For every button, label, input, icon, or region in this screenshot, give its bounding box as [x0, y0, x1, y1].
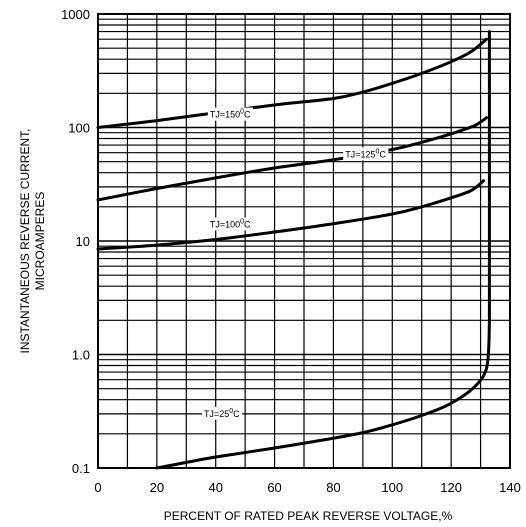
series-line-0 — [96, 37, 488, 129]
y-tick-label: 100 — [68, 121, 90, 136]
x-tick-label: 140 — [499, 480, 521, 495]
y-axis-title-line-2: MICROAMPERES — [33, 192, 47, 291]
series-label-superscript: 0 — [240, 109, 244, 116]
y-tick-label: 1000 — [61, 7, 90, 22]
series-label-unit: C — [233, 409, 240, 419]
series-label-superscript: 0 — [229, 408, 233, 415]
series-label-main: TJ=25 — [204, 409, 229, 419]
series-label-text: TJ=1250C — [345, 148, 386, 159]
series-label-3: TJ=250C — [201, 406, 243, 420]
series-label-1: TJ=1250C — [343, 147, 389, 161]
y-tick-labels: 0.1 1.0 10 100 1000 — [61, 7, 90, 476]
series-line-3 — [155, 30, 492, 470]
y-tick-label: 1.0 — [72, 348, 90, 363]
series-label-text: TJ=1000C — [210, 218, 251, 229]
series-label-0: TJ=1500C — [207, 107, 254, 121]
series-label-superscript: 0 — [240, 218, 244, 225]
series-label-bg — [201, 406, 243, 420]
y-axis-title-line-1: INSTANTANEOUS REVERSE CURRENT, — [18, 129, 32, 354]
series-label-bg — [343, 147, 389, 161]
x-axis-title: PERCENT OF RATED PEAK REVERSE VOLTAGE,% — [164, 509, 453, 523]
series-label-bg — [207, 217, 254, 231]
series-label-superscript: 0 — [375, 148, 379, 155]
series-label-main: TJ=125 — [345, 149, 375, 159]
plot-frame — [97, 13, 511, 469]
x-tick-label: 60 — [267, 480, 281, 495]
x-tick-label: 20 — [150, 480, 164, 495]
y-tick-label: 10 — [76, 234, 90, 249]
series-label-text: TJ=1500C — [210, 109, 251, 120]
y-tick-label: 0.1 — [72, 461, 90, 476]
series-line-2 — [96, 179, 486, 251]
x-tick-label: 40 — [208, 480, 222, 495]
series-label-main: TJ=100 — [210, 219, 240, 229]
x-tick-label: 120 — [440, 480, 462, 495]
series-lines — [96, 30, 492, 470]
series-label-2: TJ=1000C — [207, 217, 254, 231]
x-tick-label: 100 — [381, 480, 403, 495]
x-tick-label: 80 — [326, 480, 340, 495]
series-label-unit: C — [244, 110, 251, 120]
series-label-main: TJ=150 — [210, 110, 240, 120]
series-label-text: TJ=250C — [204, 408, 240, 419]
grid — [98, 14, 510, 468]
series-label-bg — [207, 107, 254, 121]
series-label-unit: C — [244, 219, 251, 229]
series-label-unit: C — [379, 149, 386, 159]
x-tick-labels: 0 20 40 60 80 100 120 140 — [94, 480, 520, 495]
x-tick-label: 0 — [94, 480, 101, 495]
